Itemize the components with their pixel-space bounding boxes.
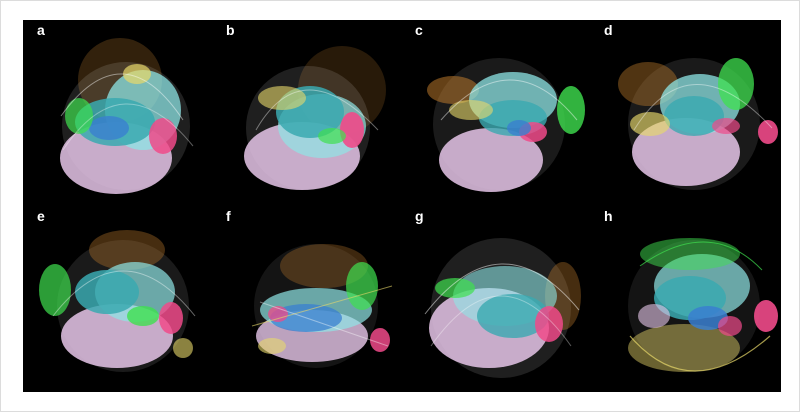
network-figure: a b: [23, 20, 781, 392]
panel-label-c: c: [415, 22, 423, 38]
network-graph-d: [618, 58, 778, 190]
network-panel-d: d: [590, 20, 779, 206]
panel-label-g: g: [415, 208, 424, 224]
panel-label-b: b: [226, 22, 235, 38]
network-graph-f: [251, 244, 393, 368]
network-panel-f: f: [212, 206, 401, 392]
network-graph-g: [424, 238, 581, 378]
panel-label-e: e: [37, 208, 45, 224]
network-panel-g: g: [401, 206, 590, 392]
network-panel-a: a: [23, 20, 212, 206]
network-graph-b: [244, 46, 386, 190]
network-graph-c: [427, 58, 585, 192]
network-graph-e: [39, 230, 196, 372]
network-panel-c: c: [401, 20, 590, 206]
panel-label-h: h: [604, 208, 613, 224]
network-graph-h: [628, 238, 778, 372]
network-panel-h: h: [590, 206, 779, 392]
panel-label-f: f: [226, 208, 231, 224]
network-panel-e: e: [23, 206, 212, 392]
panel-label-a: a: [37, 22, 45, 38]
network-panel-b: b: [212, 20, 401, 206]
panel-label-d: d: [604, 22, 613, 38]
network-graph-a: [60, 38, 194, 194]
